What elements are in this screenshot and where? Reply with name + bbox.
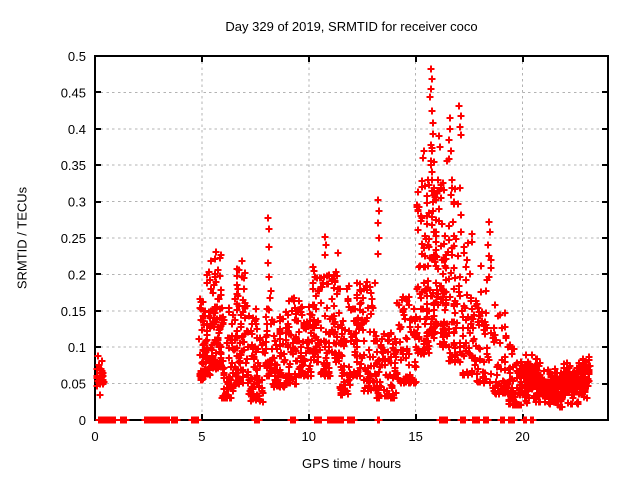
y-tick-label: 0.4 bbox=[68, 122, 86, 137]
x-tick-label: 0 bbox=[91, 429, 98, 444]
x-tick-label: 5 bbox=[198, 429, 205, 444]
y-tick-label: 0.15 bbox=[61, 304, 86, 319]
y-tick-label: 0.25 bbox=[61, 231, 86, 246]
y-tick-label: 0.5 bbox=[68, 49, 86, 64]
x-tick-label: 15 bbox=[408, 429, 422, 444]
y-tick-label: 0.35 bbox=[61, 158, 86, 173]
y-tick-label: 0.05 bbox=[61, 377, 86, 392]
x-tick-label: 20 bbox=[515, 429, 529, 444]
y-tick-label: 0.45 bbox=[61, 85, 86, 100]
scatter-points bbox=[93, 65, 594, 424]
y-tick-label: 0.3 bbox=[68, 195, 86, 210]
y-tick-label: 0.1 bbox=[68, 340, 86, 355]
y-tick-label: 0.2 bbox=[68, 267, 86, 282]
x-tick-label: 10 bbox=[302, 429, 316, 444]
x-axis-label: GPS time / hours bbox=[302, 456, 401, 471]
y-tick-label: 0 bbox=[79, 413, 86, 428]
chart-title: Day 329 of 2019, SRMTID for receiver coc… bbox=[225, 19, 478, 34]
